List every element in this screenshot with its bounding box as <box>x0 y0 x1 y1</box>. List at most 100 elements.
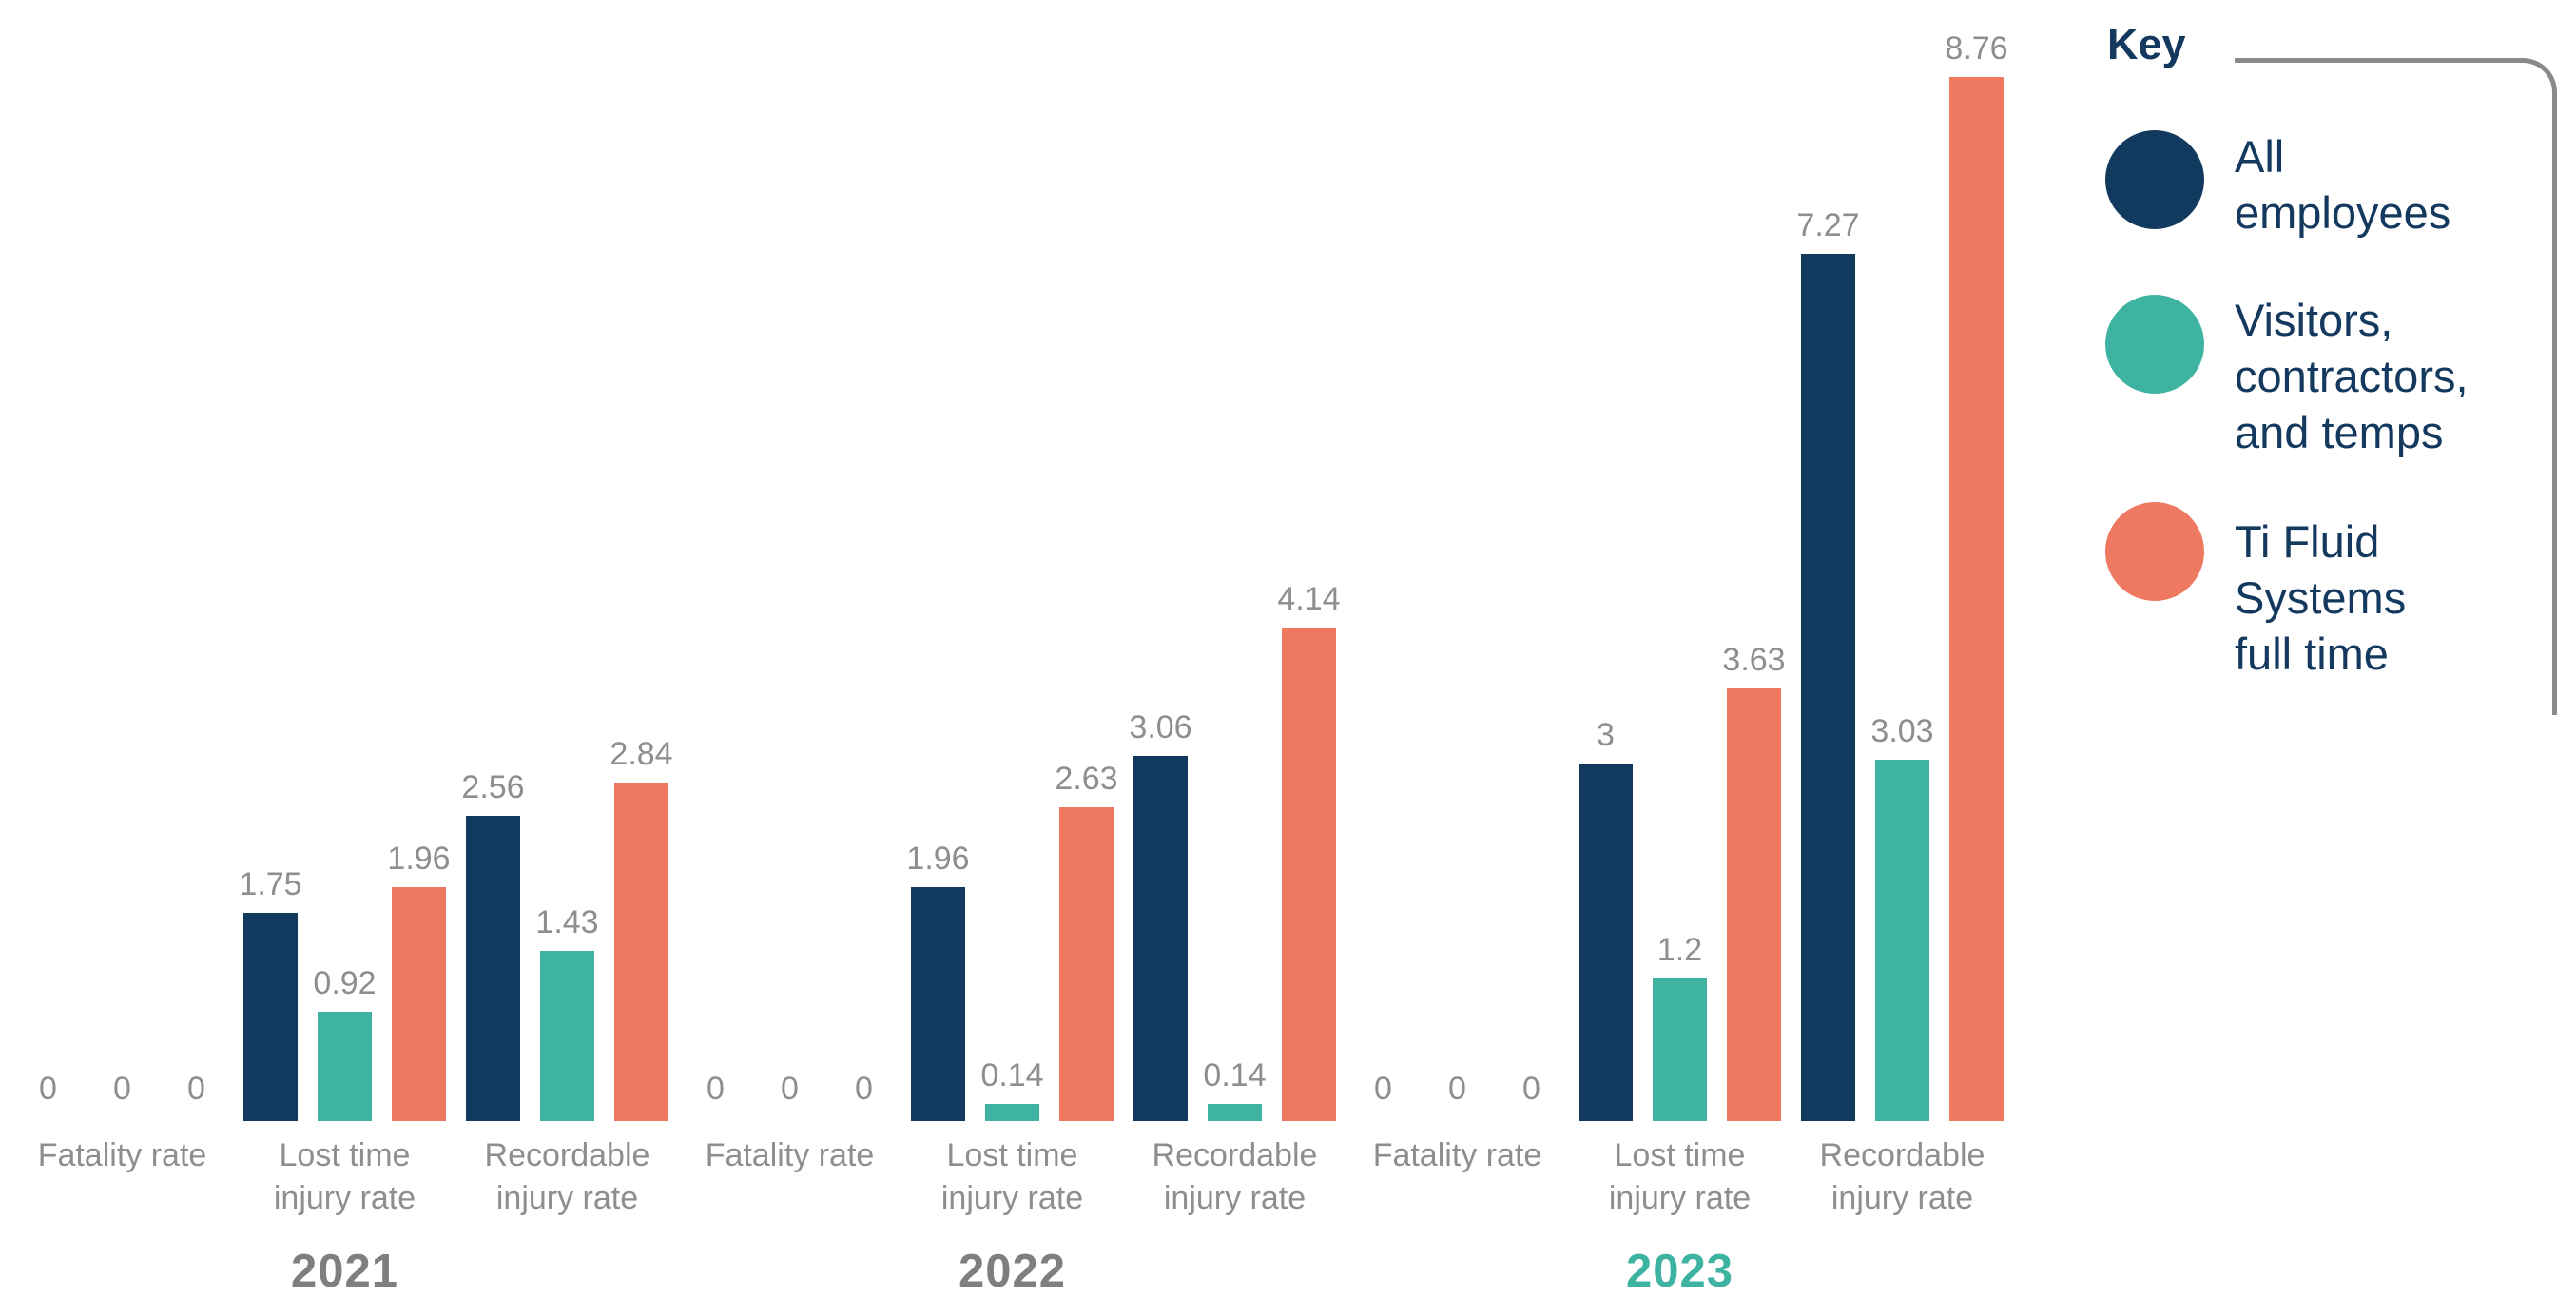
bar-visitors-contractors-and-temps <box>1653 977 1707 1121</box>
bar-slot: 2.84 <box>610 735 673 1121</box>
value-label: 3.63 <box>1722 641 1786 678</box>
year-label-2022: 2022 <box>958 1246 1066 1297</box>
bar-ti-fluid-systems-full-time <box>614 782 668 1121</box>
bar-slot: 0 <box>1356 1070 1410 1121</box>
bar-slot: 8.76 <box>1945 29 2008 1121</box>
bars-row: 0 0 0 1.96 0.14 2.63 3.06 0.14 4.14 <box>688 0 1341 1121</box>
bars-row: 0 0 0 3 1.2 3.63 7.27 3.03 8.76 <box>1356 0 2008 1121</box>
category-label-fatality-rate: Fatality rate <box>705 1137 875 1173</box>
value-label: 7.27 <box>1796 207 1860 244</box>
value-label: 0 <box>1374 1071 1392 1107</box>
bar-all-employees <box>1133 756 1188 1121</box>
bar-slot: 0 <box>21 1070 75 1121</box>
bar-slot: 2.63 <box>1055 760 1118 1121</box>
value-label: 0.14 <box>980 1057 1044 1094</box>
bar-slot: 3 <box>1579 716 1633 1121</box>
bar-chart: 0 0 0 1.75 0.92 1.96 2.56 1.43 2.84 Fatality rate… <box>21 0 2008 1298</box>
value-label: 2.56 <box>461 768 525 805</box>
bar-ti-fluid-systems-full-time <box>1282 627 1336 1121</box>
year-group-2023: 0 0 0 3 1.2 3.63 7.27 3.03 8.76 Fatality rate Lost… <box>1356 0 2008 1298</box>
year-group-2022: 0 0 0 1.96 0.14 2.63 3.06 0.14 4.14 Fatality rate… <box>688 0 1341 1298</box>
bar-slot: 0 <box>169 1070 223 1121</box>
value-label: 0 <box>1448 1071 1466 1107</box>
year-group-2021: 0 0 0 1.75 0.92 1.96 2.56 1.43 2.84 Fatality rate… <box>21 0 673 1298</box>
value-label: 0.92 <box>313 964 377 1001</box>
bar-slot: 0.14 <box>980 1056 1044 1121</box>
bar-slot: 1.43 <box>535 903 599 1121</box>
value-label: 3.06 <box>1129 709 1192 746</box>
bar-slot: 0 <box>1504 1070 1559 1121</box>
bar-slot: 1.96 <box>387 840 451 1121</box>
value-label: 3 <box>1597 716 1615 753</box>
value-label: 0 <box>1522 1071 1540 1107</box>
legend-item-label: Visitors, contractors, and temps <box>2235 295 2469 457</box>
legend-item-label: All employees <box>2235 131 2451 238</box>
bars-row: 0 0 0 1.75 0.92 1.96 2.56 1.43 2.84 <box>21 0 673 1121</box>
bar-ti-fluid-systems-full-time <box>1727 687 1781 1121</box>
value-label: 1.43 <box>535 903 599 940</box>
bar-slot: 1.75 <box>239 865 302 1121</box>
year-label-2021: 2021 <box>290 1246 398 1297</box>
bar-slot: 0 <box>763 1070 817 1121</box>
category-label-lost-time-injury-rate: Lost time injury rate <box>1608 1137 1752 1216</box>
bar-all-employees <box>466 815 520 1121</box>
value-label: 0 <box>39 1071 57 1107</box>
bar-visitors-contractors-and-temps <box>985 1104 1039 1121</box>
legend-item-ti-fluid-systems-full-time: Ti Fluid Systems full time <box>2105 502 2407 682</box>
bar-slot: 0 <box>837 1070 891 1121</box>
bar-slot: 3.63 <box>1722 641 1786 1121</box>
value-label: 1.75 <box>239 865 302 902</box>
value-label: 0 <box>113 1071 131 1107</box>
value-label: 8.76 <box>1945 29 2008 67</box>
bar-visitors-contractors-and-temps <box>540 950 594 1121</box>
legend-border-line <box>2235 58 2557 715</box>
bar-slot: 0.92 <box>313 964 377 1121</box>
bar-all-employees <box>911 887 965 1121</box>
category-labels-row: Fatality rate Lost time injury rate Recorda… <box>21 1134 668 1220</box>
value-label: 1.96 <box>906 841 970 878</box>
legend-item-visitors-contractors-and-temps: Visitors, contractors, and temps <box>2105 292 2469 460</box>
bar-slot: 1.96 <box>906 840 970 1121</box>
legend-swatch-circle <box>2105 502 2204 601</box>
category-label-recordable-injury-rate: Recordable injury rate <box>1819 1137 1985 1216</box>
bar-all-employees <box>1801 254 1855 1121</box>
bar-slot: 4.14 <box>1277 580 1341 1121</box>
value-label: 1.96 <box>387 841 451 878</box>
legend-swatch-circle <box>2105 130 2204 229</box>
category-label-fatality-rate: Fatality rate <box>1372 1137 1542 1173</box>
legend-item-label: Ti Fluid Systems full time <box>2235 516 2407 679</box>
value-label: 0 <box>781 1071 799 1107</box>
bar-slot: 2.56 <box>461 768 525 1121</box>
bar-slot: 3.03 <box>1870 712 1934 1121</box>
value-label: 1.2 <box>1656 931 1703 968</box>
bar-visitors-contractors-and-temps <box>1875 760 1929 1121</box>
value-label: 0 <box>855 1071 873 1107</box>
bar-visitors-contractors-and-temps <box>1208 1104 1262 1121</box>
bar-slot: 0 <box>1430 1070 1484 1121</box>
value-label: 3.03 <box>1870 713 1934 750</box>
bar-ti-fluid-systems-full-time <box>1059 807 1114 1121</box>
bar-slot: 0.14 <box>1203 1056 1267 1121</box>
value-label: 2.63 <box>1055 761 1118 798</box>
legend-item-all-employees: All employees <box>2105 128 2450 241</box>
category-labels-row: Fatality rate Lost time injury rate Recorda… <box>688 1134 1336 1220</box>
bar-visitors-contractors-and-temps <box>318 1011 372 1121</box>
value-label: 4.14 <box>1277 580 1341 617</box>
bar-ti-fluid-systems-full-time <box>392 887 446 1121</box>
category-label-recordable-injury-rate: Recordable injury rate <box>484 1137 650 1216</box>
value-label: 2.84 <box>610 735 673 772</box>
bar-slot: 1.2 <box>1653 931 1707 1121</box>
category-labels-row: Fatality rate Lost time injury rate Recorda… <box>1356 1134 2004 1220</box>
bar-slot: 3.06 <box>1129 708 1192 1121</box>
category-label-lost-time-injury-rate: Lost time injury rate <box>273 1137 416 1216</box>
bar-slot: 0 <box>95 1070 149 1121</box>
legend-title: Key <box>2107 20 2186 68</box>
bar-slot: 0 <box>688 1070 743 1121</box>
value-label: 0 <box>187 1071 205 1107</box>
legend-swatch-circle <box>2105 295 2204 394</box>
year-label-2023: 2023 <box>1625 1246 1733 1297</box>
category-label-recordable-injury-rate: Recordable injury rate <box>1152 1137 1318 1216</box>
bar-slot: 7.27 <box>1796 206 1860 1121</box>
bar-all-employees <box>243 912 298 1121</box>
category-label-fatality-rate: Fatality rate <box>37 1137 207 1173</box>
